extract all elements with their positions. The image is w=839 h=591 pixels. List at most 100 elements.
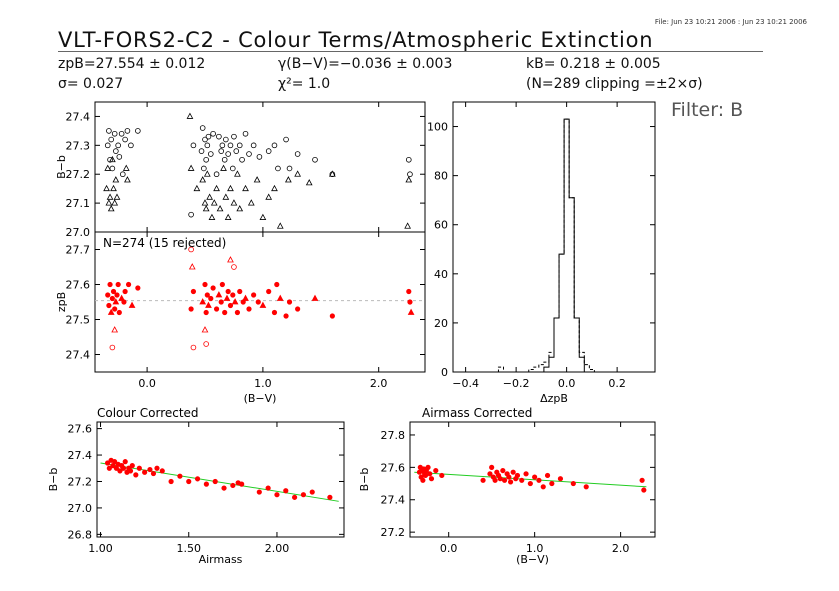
data-point-open-circle	[242, 130, 249, 137]
data-point-colour-corrected	[154, 465, 160, 471]
data-point-airmass-corrected	[514, 472, 521, 479]
data-point-accepted	[283, 313, 289, 319]
data-point-open-circle	[205, 133, 212, 140]
data-point-open-circle	[203, 156, 209, 163]
data-point-airmass-corrected	[507, 479, 514, 485]
panel-top-ytick-label: 27.0	[66, 226, 91, 239]
data-point-accepted	[106, 302, 112, 309]
data-point-colour-corrected	[112, 459, 118, 465]
panel-colour-corrected-ytick-label: 27.2	[68, 475, 93, 488]
histogram-clipped-line	[453, 118, 655, 373]
data-point-open-circle	[219, 142, 226, 149]
data-point-colour-corrected	[177, 473, 183, 479]
data-point-accepted	[114, 292, 120, 298]
data-point-open-circle	[202, 136, 208, 143]
data-point-airmass-corrected	[497, 476, 503, 482]
data-point-open-triangle	[105, 199, 113, 206]
data-point-airmass-corrected	[519, 477, 525, 483]
panel-colour-corrected-xlabel: Airmass	[199, 553, 243, 566]
data-point-accepted	[255, 299, 261, 305]
data-point-open-circle	[271, 142, 278, 149]
data-point-accepted	[222, 309, 228, 316]
data-point-airmass-corrected	[425, 464, 431, 470]
data-point-open-circle	[109, 165, 116, 172]
data-point-rejected	[190, 344, 197, 351]
panel-zp-xtick-label: 2.0	[370, 377, 388, 390]
data-point-open-circle	[113, 148, 119, 154]
data-point-colour-corrected	[203, 481, 209, 487]
data-point-accepted-triangle	[407, 308, 415, 315]
data-point-airmass-corrected	[523, 471, 529, 477]
data-point-rejected-triangle	[201, 326, 209, 333]
data-point-accepted	[121, 299, 127, 305]
data-point-accepted	[110, 288, 117, 295]
data-point-open-circle	[119, 171, 126, 178]
data-point-open-triangle	[405, 176, 413, 183]
data-point-open-circle	[108, 136, 115, 143]
data-point-accepted	[295, 306, 301, 312]
data-point-open-circle	[246, 151, 252, 157]
panel-airmass-corrected-frame	[409, 421, 656, 538]
data-point-open-triangle	[108, 155, 116, 163]
panel-airmass-corrected-title: Airmass Corrected	[422, 406, 532, 420]
data-point-airmass-corrected	[570, 480, 576, 487]
data-point-rejected	[231, 264, 237, 270]
data-point-colour-corrected	[256, 489, 262, 495]
panel-histogram-ytick-label: 80	[434, 170, 448, 183]
data-point-accepted	[125, 281, 132, 288]
data-point-accepted	[251, 292, 257, 298]
panel-zp-ytick-label: 27.5	[66, 314, 91, 327]
panel-histogram-xlabel: ΔzpB	[540, 392, 568, 405]
panel-histogram-ytick-label: 0	[441, 366, 448, 379]
data-point-open-circle	[190, 142, 197, 149]
data-point-colour-corrected	[194, 476, 201, 482]
data-point-open-triangle	[247, 199, 255, 206]
data-point-airmass-corrected	[500, 467, 506, 474]
panel-airmass-corrected-xlabel: (B−V)	[516, 553, 549, 566]
data-point-colour-corrected	[239, 481, 245, 487]
data-point-open-triangle	[328, 170, 336, 177]
data-point-airmass-corrected	[501, 477, 508, 483]
data-point-open-triangle	[104, 164, 112, 171]
data-point-open-circle	[265, 148, 272, 154]
data-point-accepted	[122, 288, 128, 295]
data-point-airmass-corrected	[487, 471, 493, 477]
panel-zp-xtick-label: 1.0	[254, 377, 272, 390]
data-point-colour-corrected	[327, 494, 333, 500]
panel-airmass-corrected-xtick-label: 1.0	[526, 542, 544, 555]
data-point-airmass-corrected	[532, 474, 538, 480]
data-point-accepted-triangle	[128, 301, 136, 308]
data-point-airmass-corrected	[506, 474, 512, 480]
data-point-colour-corrected	[122, 459, 128, 465]
data-point-accepted	[210, 285, 216, 291]
data-point-airmass-corrected	[639, 477, 645, 483]
data-point-airmass-corrected	[536, 477, 542, 483]
data-point-airmass-corrected	[439, 472, 445, 479]
data-point-accepted	[407, 299, 413, 305]
data-point-open-triangle	[193, 184, 201, 192]
data-point-rejected	[109, 344, 116, 351]
data-point-open-triangle	[186, 112, 194, 119]
panel-histogram-frame	[452, 101, 656, 373]
panel-airmass-corrected-ytick-label: 27.4	[381, 494, 406, 507]
data-point-open-circle	[210, 130, 216, 137]
data-point-accepted-triangle	[118, 294, 126, 301]
panel-airmass-corrected-ylabel: B−b	[358, 468, 371, 492]
data-point-accepted-triangle	[259, 301, 267, 308]
chi2-stat: χ²= 1.0	[278, 76, 331, 92]
data-point-open-triangle	[222, 193, 230, 200]
panel-colour-corrected-xtick-label: 2.00	[265, 542, 290, 555]
data-point-airmass-corrected	[427, 471, 433, 477]
panel-zp-ytick-label: 27.6	[66, 279, 91, 292]
data-point-colour-corrected	[221, 485, 227, 491]
data-point-accepted	[202, 281, 208, 288]
data-point-open-circle	[216, 133, 222, 140]
data-point-open-circle	[286, 165, 293, 172]
data-point-accepted	[203, 309, 209, 316]
data-point-open-circle	[188, 211, 194, 218]
data-point-accepted	[109, 295, 115, 302]
data-point-colour-corrected	[147, 466, 153, 473]
data-point-open-circle	[239, 156, 245, 163]
panel-top-ytick-label: 27.3	[66, 139, 91, 152]
